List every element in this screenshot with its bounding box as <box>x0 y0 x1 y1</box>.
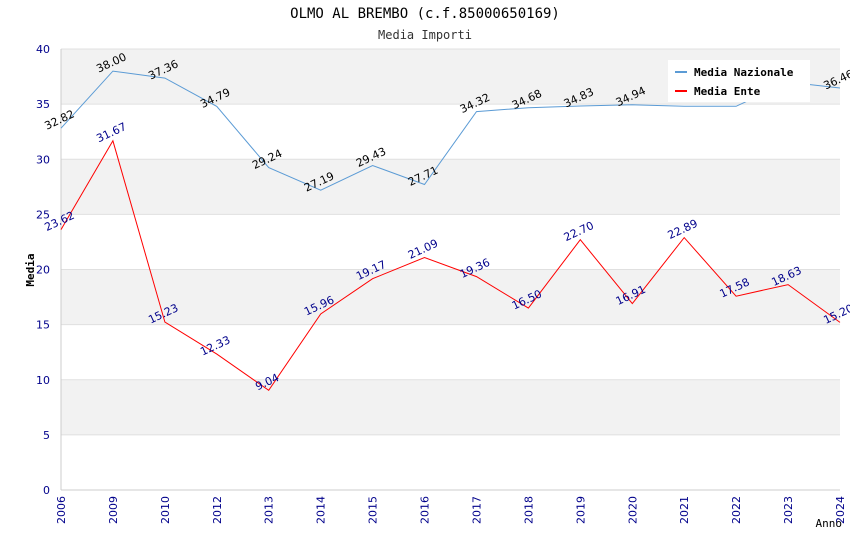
x-tick-label: 2012 <box>211 496 224 524</box>
x-tick-label: 2009 <box>107 496 120 524</box>
x-tick-label: 2014 <box>315 496 328 524</box>
x-tick-label: 2018 <box>522 496 535 524</box>
x-tick-label: 2010 <box>159 496 172 524</box>
y-tick-label: 15 <box>36 319 50 332</box>
y-tick-label: 25 <box>36 208 50 221</box>
x-tick-label: 2017 <box>470 496 483 524</box>
legend-label: Media Ente <box>694 85 761 98</box>
x-tick-label: 2006 <box>55 496 68 524</box>
x-tick-label: 2023 <box>782 496 795 524</box>
chart-title: OLMO AL BREMBO (c.f.85000650169) <box>290 6 560 22</box>
legend-label: Media Nazionale <box>694 66 794 79</box>
plot-band <box>61 214 840 270</box>
y-axis-title: Media <box>24 253 37 286</box>
y-tick-label: 5 <box>43 429 50 442</box>
series-lines <box>60 70 841 391</box>
x-tick-label: 2019 <box>574 496 587 524</box>
y-tick-label: 30 <box>36 153 50 166</box>
x-tick-label: 2016 <box>419 496 432 524</box>
y-tick-label: 40 <box>36 43 50 56</box>
y-axis-ticks: 0 5 10 15 20 25 30 35 40 <box>36 43 50 497</box>
plot-band <box>61 379 840 435</box>
chart-subtitle: Media Importi <box>378 28 472 42</box>
x-tick-label: 2024 <box>834 496 847 524</box>
plot-background <box>61 49 840 490</box>
legend: Media Nazionale Media Ente <box>668 60 810 102</box>
legend-box <box>668 60 810 102</box>
plot-band <box>61 324 840 380</box>
plot-band <box>61 104 840 160</box>
y-tick-label: 10 <box>36 374 50 387</box>
y-tick-label: 35 <box>36 98 50 111</box>
plot-band <box>61 159 840 215</box>
series-line <box>60 139 841 391</box>
x-tick-label: 2021 <box>678 496 691 524</box>
x-axis-ticks: 2006 2009 2010 2012 2013 2014 2015 2016 2017 2018… <box>55 496 847 524</box>
plot-band <box>61 434 840 490</box>
x-tick-label: 2020 <box>626 496 639 524</box>
x-tick-label: 2015 <box>367 496 380 524</box>
x-tick-label: 2022 <box>730 496 743 524</box>
y-tick-label: 20 <box>36 264 50 277</box>
plot-band <box>61 269 840 325</box>
y-tick-label: 0 <box>43 484 50 497</box>
axes <box>60 49 840 491</box>
x-tick-label: 2013 <box>263 496 276 524</box>
series-line <box>60 70 841 191</box>
x-axis-title: Anno <box>816 517 843 530</box>
